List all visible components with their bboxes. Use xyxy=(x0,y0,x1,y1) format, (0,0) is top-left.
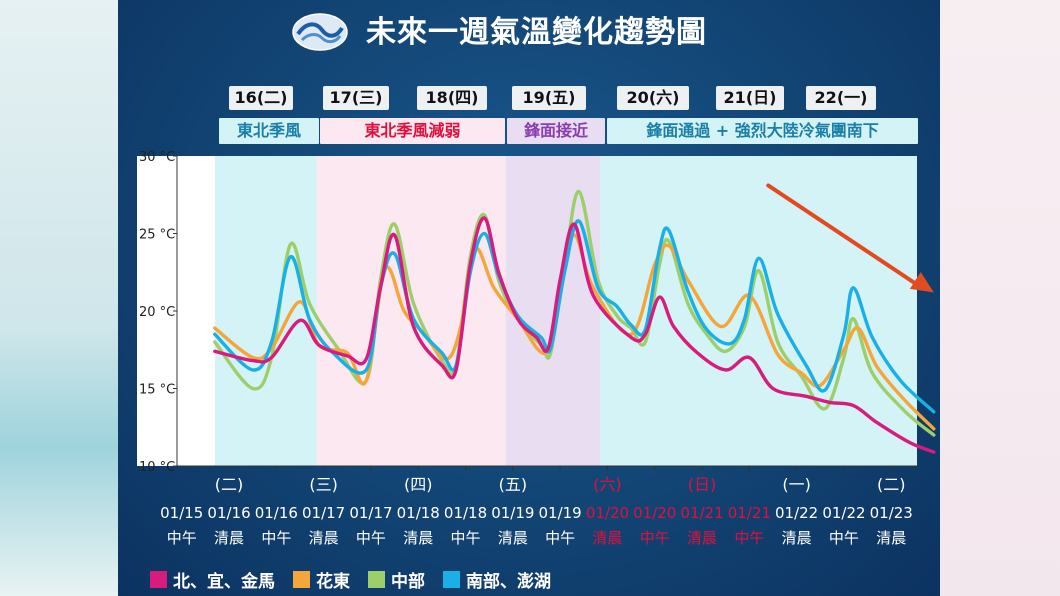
y-tick-label: 30 °C xyxy=(139,150,175,165)
legend-item: 北、宜、金馬 xyxy=(150,567,275,592)
series-line xyxy=(213,216,936,454)
x-tick-weekday: (日) xyxy=(688,475,717,494)
x-tick-time: 清晨 xyxy=(592,529,622,547)
weather-band-label: 鋒面接近 xyxy=(507,118,605,144)
legend-label: 花東 xyxy=(316,571,350,592)
x-tick-time: 清晨 xyxy=(687,529,717,547)
x-tick-date: 01/18 xyxy=(444,504,487,522)
day-label: 19(五) xyxy=(512,86,586,110)
background-band xyxy=(214,156,317,466)
weather-band-label: 鋒面通過 + 強烈大陸冷氣團南下 xyxy=(607,118,918,144)
x-tick-time: 清晨 xyxy=(782,529,812,547)
legend-label: 北、宜、金馬 xyxy=(173,571,275,592)
x-tick-time: 中午 xyxy=(451,529,481,547)
x-tick-date: 01/21 xyxy=(680,504,723,522)
series-line xyxy=(213,219,936,414)
chart-title: 未來一週氣溫變化趨勢圖 xyxy=(366,15,707,50)
x-tick-date: 01/20 xyxy=(633,504,676,522)
x-tick-time: 中午 xyxy=(261,529,291,547)
x-tick-time: 中午 xyxy=(640,529,670,547)
left-background xyxy=(0,0,118,596)
weather-band-label: 東北季風減弱 xyxy=(320,118,505,144)
trend-arrow-line xyxy=(766,183,922,289)
legend-swatch xyxy=(443,570,460,588)
y-tick-label: 15 °C xyxy=(139,383,175,398)
y-tick-label: 20 °C xyxy=(139,305,175,320)
right-background xyxy=(940,0,1060,596)
legend-label: 南部、澎湖 xyxy=(466,571,551,592)
trend-arrow-head xyxy=(909,272,934,293)
x-tick-time: 清晨 xyxy=(498,529,528,547)
x-tick-date: 01/15 xyxy=(160,504,203,522)
x-tick-weekday: (六) xyxy=(593,475,622,494)
y-tick-label: 25 °C xyxy=(139,228,175,243)
x-tick-time: 中午 xyxy=(734,529,764,547)
x-tick-date: 01/16 xyxy=(207,504,250,522)
x-tick-date: 01/19 xyxy=(491,504,534,522)
legend-item: 花東 xyxy=(293,567,350,592)
x-tick-date: 01/22 xyxy=(822,504,865,522)
legend: 北、宜、金馬 花東 中部 南部、澎湖 xyxy=(150,566,551,592)
x-tick-time: 中午 xyxy=(545,529,575,547)
cwb-logo-icon xyxy=(292,13,348,51)
legend-swatch xyxy=(293,570,310,588)
legend-swatch xyxy=(368,570,385,588)
x-tick-date: 01/16 xyxy=(255,504,298,522)
day-label: 20(六) xyxy=(617,86,689,110)
x-tick-weekday: (一) xyxy=(782,475,811,494)
x-tick-date: 01/17 xyxy=(302,504,345,522)
x-tick-date: 01/19 xyxy=(539,504,582,522)
x-tick-date: 01/17 xyxy=(349,504,392,522)
x-tick-time: 中午 xyxy=(829,529,859,547)
x-tick-date: 01/20 xyxy=(586,504,629,522)
x-tick-time: 清晨 xyxy=(214,529,244,547)
x-tick-date: 01/23 xyxy=(870,504,913,522)
x-tick-date: 01/18 xyxy=(397,504,440,522)
x-tick-time: 中午 xyxy=(167,529,197,547)
legend-swatch xyxy=(150,570,167,588)
x-tick-weekday: (二) xyxy=(215,475,244,494)
x-tick-weekday: (四) xyxy=(404,475,433,494)
legend-item: 中部 xyxy=(368,567,425,592)
day-label: 21(日) xyxy=(716,86,784,110)
day-label: 18(四) xyxy=(417,86,487,110)
x-tick-weekday: (五) xyxy=(499,475,528,494)
y-tick-label: 10 °C xyxy=(139,460,175,475)
day-label: 16(二) xyxy=(229,86,293,110)
day-label: 22(一) xyxy=(806,86,876,110)
legend-label: 中部 xyxy=(391,571,425,592)
x-tick-time: 中午 xyxy=(356,529,386,547)
x-tick-weekday: (二) xyxy=(877,475,906,494)
background-band xyxy=(505,156,601,466)
weather-band-label: 東北季風 xyxy=(219,118,319,144)
x-tick-date: 01/21 xyxy=(728,504,771,522)
x-tick-date: 01/22 xyxy=(775,504,818,522)
day-label: 17(三) xyxy=(323,86,389,110)
legend-item: 南部、澎湖 xyxy=(443,567,551,592)
x-tick-weekday: (三) xyxy=(309,475,338,494)
x-tick-time: 清晨 xyxy=(403,529,433,547)
x-tick-time: 清晨 xyxy=(876,529,906,547)
x-tick-time: 清晨 xyxy=(309,529,339,547)
